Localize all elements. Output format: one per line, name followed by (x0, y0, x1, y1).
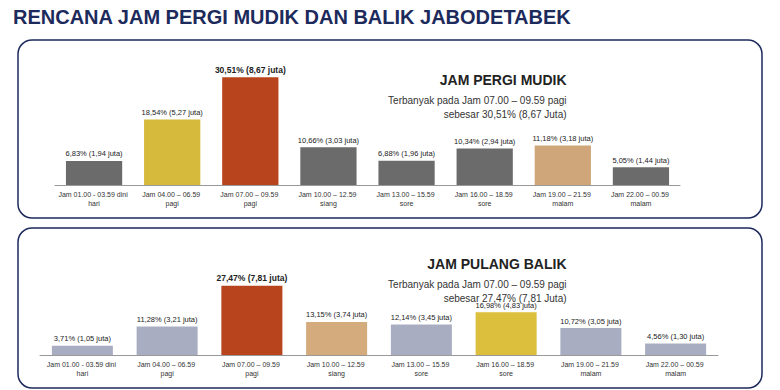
svg-text:Terbanyak pada Jam 07.00 – 09.: Terbanyak pada Jam 07.00 – 09.59 pagi (388, 95, 566, 106)
svg-text:Jam 07.00 – 09.59: Jam 07.00 – 09.59 (220, 191, 280, 198)
svg-text:sore: sore (400, 200, 414, 207)
svg-text:4,56% (1,30 juta): 4,56% (1,30 juta) (647, 332, 705, 341)
svg-text:11,28% (3,21 juta): 11,28% (3,21 juta) (137, 315, 198, 324)
svg-text:Jam 10.00 – 12.59: Jam 10.00 – 12.59 (298, 191, 358, 198)
svg-text:Jam 16.00 – 18.59: Jam 16.00 – 18.59 (476, 361, 536, 368)
svg-text:siang: siang (328, 370, 345, 378)
svg-text:10,34% (2,94 juta): 10,34% (2,94 juta) (454, 137, 516, 146)
svg-text:malam: malam (665, 370, 686, 377)
svg-text:Jam 13.00 – 15.59: Jam 13.00 – 15.59 (391, 361, 451, 368)
svg-text:JAM PERGI MUDIK: JAM PERGI MUDIK (440, 72, 567, 88)
svg-text:10,72% (3,05 juta): 10,72% (3,05 juta) (560, 317, 622, 326)
svg-text:sebesar 27,47% (7,81 Juta): sebesar 27,47% (7,81 Juta) (444, 293, 567, 304)
svg-text:30,51% (8,67 juta): 30,51% (8,67 juta) (215, 65, 286, 75)
svg-text:Jam 22.00 – 00.59: Jam 22.00 – 00.59 (646, 361, 706, 368)
svg-text:pagi: pagi (161, 370, 175, 378)
svg-text:malam: malam (580, 370, 601, 377)
svg-text:18,54% (5,27 juta): 18,54% (5,27 juta) (142, 108, 204, 117)
svg-text:12,14% (3,45 juta): 12,14% (3,45 juta) (391, 313, 453, 322)
svg-text:5,05% (1,44 juta): 5,05% (1,44 juta) (612, 156, 670, 165)
svg-text:pagi: pagi (245, 370, 259, 378)
svg-text:Jam 04.00 – 06.59: Jam 04.00 – 06.59 (137, 361, 197, 368)
svg-text:Jam 19.00 – 21.59: Jam 19.00 – 21.59 (533, 191, 593, 198)
svg-text:sore: sore (499, 370, 513, 377)
svg-text:pagi: pagi (166, 200, 180, 208)
svg-text:sore: sore (415, 370, 429, 377)
svg-text:6,83% (1,94 juta): 6,83% (1,94 juta) (66, 149, 124, 158)
svg-text:sebesar 30,51% (8,67 Juta): sebesar 30,51% (8,67 Juta) (444, 109, 567, 120)
svg-text:13,15% (3,74 juta): 13,15% (3,74 juta) (306, 310, 368, 319)
svg-text:malam: malam (630, 200, 651, 207)
svg-text:3,71% (1,05 juta): 3,71% (1,05 juta) (54, 334, 112, 343)
svg-text:Jam 07.00 – 09.59: Jam 07.00 – 09.59 (222, 361, 282, 368)
svg-text:Jam 16.00 – 18.59: Jam 16.00 – 18.59 (455, 191, 515, 198)
svg-text:Jam 19.00 – 21.59: Jam 19.00 – 21.59 (561, 361, 621, 368)
svg-text:Jam 04.00 – 06.59: Jam 04.00 – 06.59 (142, 191, 202, 198)
svg-text:sore: sore (478, 200, 492, 207)
svg-text:11,18% (3,18 juta): 11,18% (3,18 juta) (532, 134, 593, 143)
svg-text:malam: malam (552, 200, 573, 207)
svg-text:Jam 10.00 – 12.59: Jam 10.00 – 12.59 (307, 361, 367, 368)
svg-text:pagi: pagi (244, 200, 258, 208)
svg-text:27,47% (7,81 juta): 27,47% (7,81 juta) (216, 273, 287, 283)
svg-text:Jam 13.00 – 15.59: Jam 13.00 – 15.59 (377, 191, 437, 198)
svg-text:16,98% (4,83 juta): 16,98% (4,83 juta) (475, 300, 537, 310)
svg-text:6,88% (1,96 juta): 6,88% (1,96 juta) (378, 149, 436, 158)
svg-text:hari: hari (88, 200, 100, 207)
svg-text:JAM PULANG BALIK: JAM PULANG BALIK (427, 256, 566, 272)
svg-text:Jam 01.00 - 03.59 dini: Jam 01.00 - 03.59 dini (47, 361, 118, 368)
svg-text:10,66% (3,03 juta): 10,66% (3,03 juta) (298, 136, 360, 145)
svg-text:hari: hari (77, 370, 89, 377)
svg-text:Jam 01.00 - 03.59 dini: Jam 01.00 - 03.59 dini (58, 191, 129, 198)
svg-text:Terbanyak pada Jam 07.00 – 09.: Terbanyak pada Jam 07.00 – 09.59 pagi (388, 279, 566, 290)
svg-text:RENCANA JAM PERGI MUDIK DAN BA: RENCANA JAM PERGI MUDIK DAN BALIK JABODE… (13, 6, 571, 28)
svg-text:siang: siang (320, 200, 337, 208)
svg-text:Jam 22.00 – 00.59: Jam 22.00 – 00.59 (611, 191, 671, 198)
